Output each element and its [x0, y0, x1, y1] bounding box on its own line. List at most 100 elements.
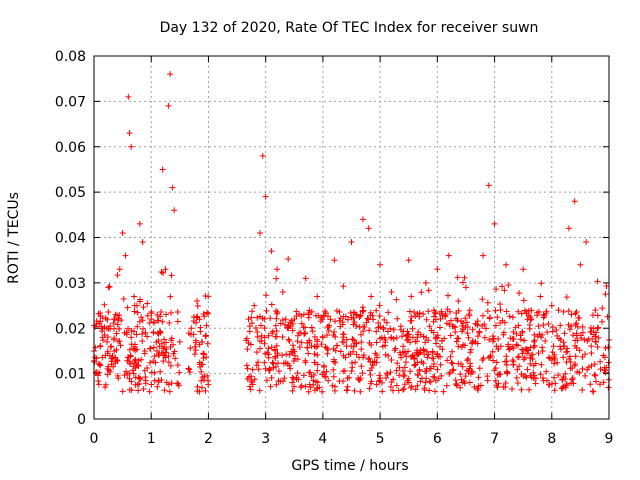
data-point — [551, 360, 558, 367]
data-point — [434, 366, 441, 373]
data-point — [198, 377, 205, 384]
data-point — [161, 336, 168, 343]
data-point — [531, 337, 538, 344]
data-point — [330, 345, 337, 352]
data-point — [519, 350, 526, 357]
data-point — [513, 374, 520, 381]
y-tick-label: 0.04 — [55, 231, 86, 247]
data-point — [300, 324, 307, 331]
data-point — [359, 370, 366, 377]
data-point — [159, 166, 166, 173]
data-point — [540, 321, 547, 328]
data-point — [305, 311, 312, 318]
data-point — [531, 331, 538, 338]
data-point — [557, 346, 564, 353]
data-point — [425, 308, 432, 315]
data-point — [318, 341, 325, 348]
data-point — [570, 380, 577, 387]
data-point — [160, 345, 167, 352]
data-point — [290, 346, 297, 353]
data-point — [462, 284, 469, 291]
data-point — [521, 337, 528, 344]
data-point — [261, 359, 268, 366]
x-tick-label: 1 — [147, 431, 156, 447]
data-point — [563, 382, 570, 389]
data-point — [156, 343, 163, 350]
data-point — [289, 374, 296, 381]
data-point — [414, 372, 421, 379]
data-point — [268, 344, 275, 351]
data-point — [344, 383, 351, 390]
data-point — [158, 268, 165, 275]
data-point — [353, 351, 360, 358]
data-point — [394, 315, 401, 322]
data-point — [545, 381, 552, 388]
data-point — [93, 355, 100, 362]
data-point — [579, 329, 586, 336]
data-point — [302, 359, 309, 366]
data-point — [107, 368, 114, 375]
data-point — [429, 355, 436, 362]
x-tick-label: 9 — [605, 431, 614, 447]
data-point — [594, 278, 601, 285]
data-point — [114, 357, 121, 364]
data-point — [249, 366, 256, 373]
data-point — [539, 344, 546, 351]
data-point — [341, 367, 348, 374]
data-point — [123, 368, 130, 375]
data-point — [514, 366, 521, 373]
data-point — [154, 311, 161, 318]
data-point — [115, 317, 122, 324]
data-point — [594, 312, 601, 319]
data-point — [255, 359, 262, 366]
data-point — [472, 320, 479, 327]
x-tick-label: 4 — [318, 431, 327, 447]
data-point — [535, 323, 542, 330]
data-point — [393, 367, 400, 374]
data-point — [340, 339, 347, 346]
data-point — [148, 308, 155, 315]
data-point — [458, 344, 465, 351]
data-point — [406, 308, 413, 315]
data-point — [308, 342, 315, 349]
data-point — [98, 323, 105, 330]
data-point — [405, 348, 412, 355]
data-point — [204, 372, 211, 379]
data-point — [396, 364, 403, 371]
data-point — [385, 309, 392, 316]
data-point — [114, 272, 121, 279]
data-point — [282, 321, 289, 328]
data-point — [481, 334, 488, 341]
data-point — [431, 313, 438, 320]
data-point — [268, 301, 275, 308]
data-point — [498, 283, 505, 290]
data-point — [492, 307, 499, 314]
data-point — [398, 354, 405, 361]
data-point — [319, 388, 326, 395]
data-point — [200, 350, 207, 357]
data-point — [165, 381, 172, 388]
data-point — [414, 382, 421, 389]
data-point — [407, 339, 414, 346]
data-point — [281, 375, 288, 382]
data-point — [445, 252, 452, 259]
data-point — [138, 356, 145, 363]
data-point — [542, 338, 549, 345]
data-point — [310, 377, 317, 384]
data-point — [376, 313, 383, 320]
data-point — [359, 308, 366, 315]
data-point — [148, 316, 155, 323]
data-point — [289, 342, 296, 349]
data-point — [596, 381, 603, 388]
data-point — [135, 357, 142, 364]
data-point — [557, 336, 564, 343]
data-point — [201, 377, 208, 384]
data-point — [401, 381, 408, 388]
data-point — [252, 324, 259, 331]
data-point — [159, 269, 166, 276]
y-tick-label: 0.01 — [55, 367, 86, 383]
data-point — [493, 286, 500, 293]
data-point — [407, 318, 414, 325]
data-point — [156, 351, 163, 358]
data-point — [198, 361, 205, 368]
